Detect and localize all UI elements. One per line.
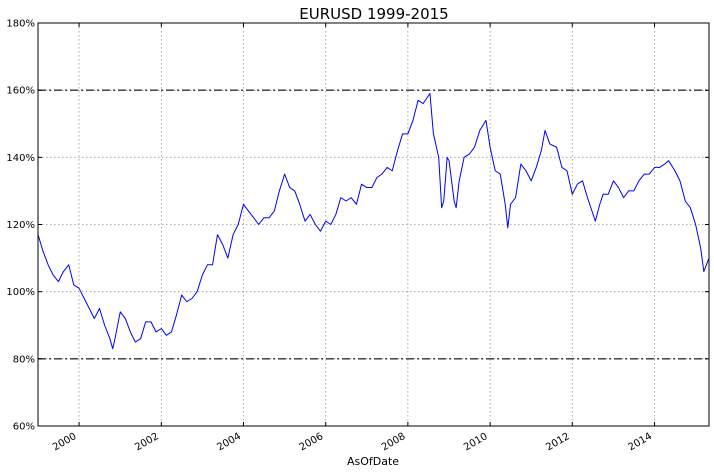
- tick-layer: [38, 22, 709, 427]
- x-tick-label: 2002: [133, 431, 161, 453]
- y-tick-label: 180%: [6, 19, 35, 30]
- grid-layer: [38, 23, 709, 426]
- x-tick-label: 2004: [215, 431, 243, 453]
- series-line: [37, 93, 710, 350]
- y-tick-label: 100%: [6, 287, 35, 298]
- series-layer: [37, 93, 710, 350]
- y-tick-labels: 60% 80% 100% 120% 140% 160% 180%: [6, 19, 35, 433]
- x-tick-label: 2014: [626, 431, 654, 453]
- x-tick-label: 2010: [462, 431, 490, 453]
- x-tick-label: 2012: [544, 431, 572, 453]
- y-tick-label: 120%: [6, 220, 35, 231]
- x-axis-label: AsOfDate: [347, 455, 399, 468]
- x-tick-labels: 2000 2002 2004 2006 2008 2010 2012 2014: [51, 431, 654, 453]
- y-tick-label: 160%: [6, 86, 35, 97]
- y-tick-label: 140%: [6, 153, 35, 164]
- x-tick-label: 2000: [51, 431, 79, 453]
- y-tick-label: 60%: [13, 422, 35, 433]
- x-tick-label: 2006: [298, 431, 326, 453]
- x-tick-label: 2008: [380, 431, 408, 453]
- y-tick-label: 80%: [13, 354, 35, 365]
- chart-title: EURUSD 1999-2015: [299, 5, 448, 23]
